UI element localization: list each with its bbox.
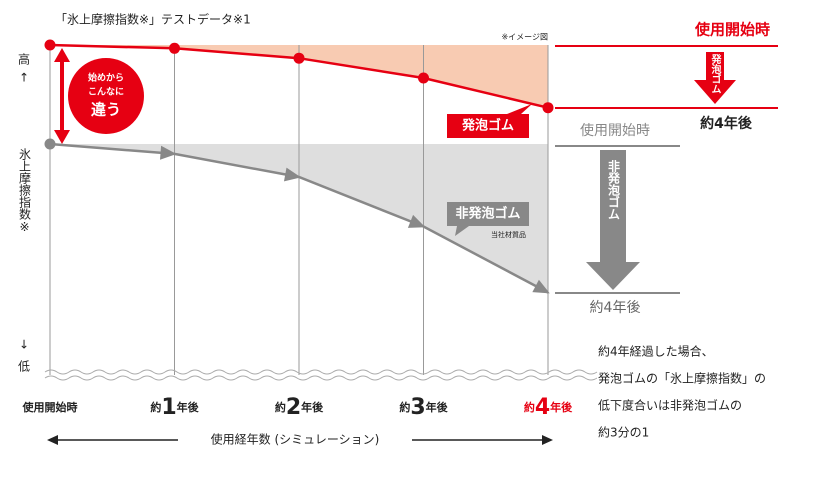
point [159, 145, 177, 160]
x-tick-label: 使用開始時 [22, 400, 78, 414]
background [49, 45, 549, 375]
x-label-bg [178, 430, 412, 450]
summary-line: 約4年経過した場合、 [598, 344, 714, 359]
point [293, 52, 305, 64]
x-tick-label: 約3年後 [399, 395, 448, 420]
legend-tail [455, 226, 469, 236]
legend-tail [507, 104, 532, 114]
image-note: ※イメージ図 [501, 33, 548, 42]
y-label: 氷上摩擦指数※ [18, 148, 32, 234]
point [44, 138, 56, 150]
y-arrow-up: ↑ [19, 71, 29, 85]
summary-line: 低下度合いは非発泡ゴムの [598, 398, 742, 413]
start-label: 使用開始時 [694, 21, 770, 39]
drop-label: 発泡ゴム [709, 53, 722, 94]
drop-arrow [694, 52, 736, 104]
legend-label: 発泡ゴム [461, 118, 514, 134]
series-note: 当社材質品 [491, 230, 526, 239]
callout-bubble [68, 58, 144, 134]
point [44, 39, 56, 51]
wave [44, 369, 598, 375]
point [418, 72, 429, 84]
end-label: 約4年後 [700, 115, 753, 132]
end-label: 約4年後 [590, 300, 641, 316]
point [542, 102, 554, 114]
y-arrow-down: ↓ [19, 338, 29, 352]
legend-box [447, 202, 529, 226]
start-label: 使用開始時 [580, 122, 650, 139]
point [532, 279, 550, 294]
drop-arrow [586, 150, 640, 290]
callout: 始めから [88, 72, 124, 84]
legend-box [447, 114, 529, 138]
x-tick-label: 約2年後 [275, 395, 324, 420]
callout: こんなに [88, 87, 124, 98]
point [283, 167, 301, 182]
summary: 約4年経過した場合、 発泡ゴムの「氷上摩擦指数」の 低下度合いは非発泡ゴムの 約… [598, 344, 766, 440]
summary-line: 約3分の1 [598, 425, 649, 440]
x-label: 使用経年数 (シミュレーション) [211, 432, 380, 447]
y-high: 高 [18, 52, 30, 67]
drop-label: 非発泡ゴム [607, 159, 621, 220]
legend-label: 非発泡ゴム [455, 206, 520, 222]
x-tick-label: 約4年後 [524, 395, 573, 420]
wave [44, 375, 598, 381]
point [407, 214, 426, 228]
point [169, 42, 180, 54]
chart-title: 「氷上摩擦指数※」テストデータ※1 [55, 12, 251, 27]
summary-line: 発泡ゴムの「氷上摩擦指数」の [598, 371, 766, 386]
callout: 違う [91, 101, 121, 119]
y-low: 低 [18, 360, 30, 374]
x-tick-label: 約1年後 [150, 395, 199, 420]
